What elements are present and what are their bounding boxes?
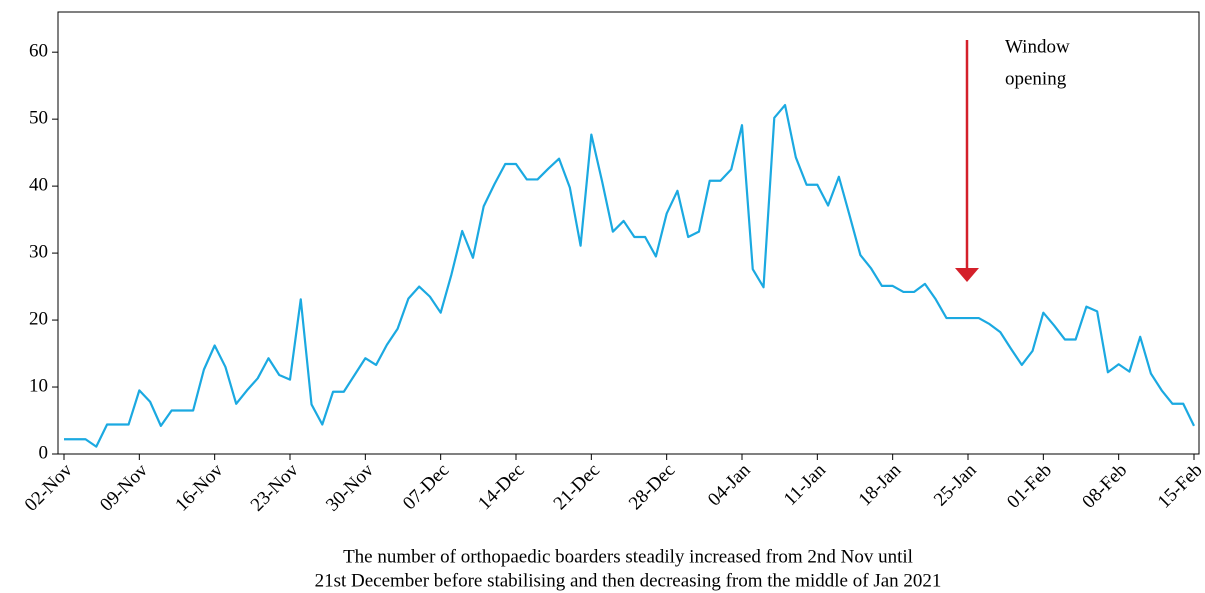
x-tick-label: 30-Nov (322, 459, 378, 515)
x-tick-label: 28-Dec (625, 460, 679, 514)
y-tick-label: 40 (29, 174, 48, 195)
y-tick-label: 0 (39, 442, 49, 463)
x-tick-label: 25-Jan (930, 459, 981, 510)
y-tick-label: 30 (29, 241, 48, 262)
y-tick-label: 60 (29, 41, 48, 62)
annotation-text: Window (1005, 36, 1070, 57)
y-tick-label: 10 (29, 375, 48, 396)
caption: The number of orthopaedic boarders stead… (343, 546, 913, 567)
caption: 21st December before stabilising and the… (315, 570, 942, 591)
y-tick-label: 20 (29, 308, 48, 329)
annotation-arrowhead (955, 268, 979, 282)
x-tick-label: 15-Feb (1154, 460, 1205, 513)
x-tick-label: 04-Jan (704, 459, 755, 510)
x-tick-label: 01-Feb (1003, 460, 1056, 513)
x-tick-label: 09-Nov (96, 459, 152, 515)
line-series (64, 103, 1195, 448)
x-tick-label: 08-Feb (1078, 460, 1131, 513)
plot-frame (57, 11, 1200, 455)
x-tick-label: 11-Jan (780, 459, 831, 510)
x-tick-label: 02-Nov (21, 459, 77, 515)
x-tick-label: 16-Nov (171, 459, 227, 515)
y-tick-label: 50 (29, 108, 48, 129)
x-tick-label: 21-Dec (550, 460, 604, 514)
x-tick-label: 14-Dec (474, 460, 528, 514)
annotation-text: opening (1005, 68, 1067, 89)
x-tick-label: 23-Nov (247, 459, 303, 515)
x-tick-label: 07-Dec (399, 460, 453, 514)
x-tick-label: 18-Jan (855, 459, 906, 510)
